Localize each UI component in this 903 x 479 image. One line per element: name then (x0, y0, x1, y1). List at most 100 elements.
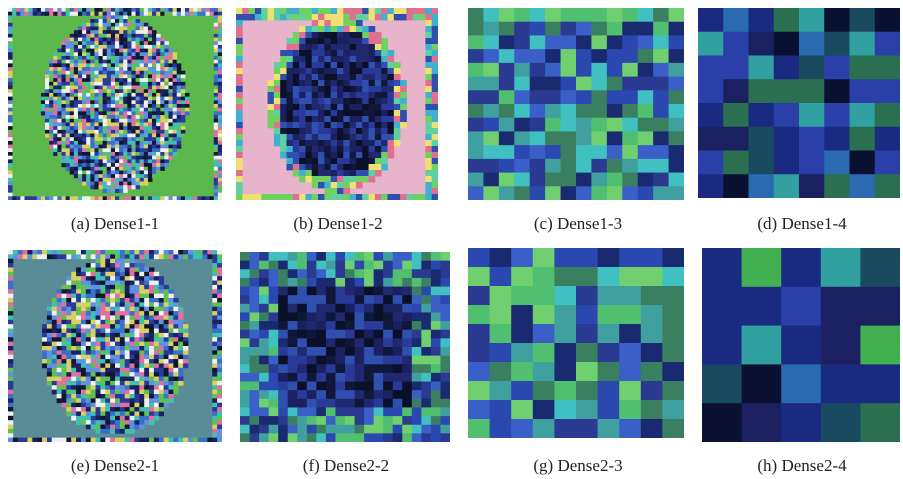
cell (217, 315, 222, 320)
cell (8, 152, 13, 156)
cell (159, 307, 164, 312)
cell (160, 67, 165, 71)
cell (111, 167, 116, 171)
cell (159, 342, 164, 347)
cell (71, 390, 76, 395)
cell (74, 74, 79, 78)
cell (164, 381, 169, 386)
cell (698, 103, 724, 127)
cell (217, 411, 222, 416)
cell (394, 92, 401, 98)
cell (134, 342, 139, 347)
cell (159, 294, 164, 299)
cell (74, 122, 79, 126)
cell (425, 116, 432, 122)
cell (62, 134, 67, 138)
cell (66, 152, 71, 156)
cell (160, 93, 165, 97)
cell (824, 151, 850, 175)
cell (440, 252, 450, 261)
cell (431, 321, 441, 330)
cell (81, 272, 86, 277)
cell (178, 381, 183, 386)
cell (394, 86, 401, 92)
cell (331, 26, 338, 32)
cell (169, 390, 174, 395)
cell (236, 158, 243, 164)
cell (218, 119, 222, 123)
cell (364, 295, 374, 304)
cell (278, 373, 288, 382)
cell (350, 98, 357, 104)
cell (136, 108, 141, 112)
cell (41, 196, 46, 200)
cell (78, 63, 83, 67)
cell (8, 420, 13, 425)
cell (136, 145, 141, 149)
cell (33, 196, 38, 200)
cell (131, 182, 136, 186)
cell (103, 178, 108, 182)
cell (440, 390, 450, 399)
cell (177, 108, 182, 112)
cell (183, 363, 188, 368)
cell (698, 174, 724, 198)
cell (154, 363, 159, 368)
cell (350, 20, 357, 26)
cell (45, 12, 50, 16)
cell (312, 80, 319, 86)
cell (78, 122, 83, 126)
cell (364, 407, 374, 416)
cell (136, 130, 141, 134)
cell (78, 167, 83, 171)
cell (62, 89, 67, 93)
cell (81, 333, 86, 338)
cell (57, 324, 62, 329)
cell (193, 12, 198, 16)
cell (123, 60, 128, 64)
cell (148, 156, 153, 160)
cell (212, 429, 217, 434)
cell (669, 131, 684, 145)
cell (81, 381, 86, 386)
cell (393, 269, 403, 278)
cell (90, 122, 95, 126)
cell (130, 263, 135, 268)
cell (8, 329, 13, 334)
cell (110, 381, 115, 386)
cell (164, 342, 169, 347)
cell (293, 140, 300, 146)
cell (130, 350, 135, 355)
cell (111, 108, 116, 112)
cell (218, 34, 222, 38)
cell (412, 287, 422, 296)
cell (364, 416, 374, 425)
cell (236, 188, 243, 194)
cell (499, 8, 515, 22)
cell (130, 394, 135, 399)
cell (78, 145, 83, 149)
cell (45, 8, 50, 12)
cell (140, 12, 145, 16)
cell (139, 346, 144, 351)
cell (105, 267, 110, 272)
cell (107, 152, 112, 156)
cell (94, 134, 99, 138)
cell (100, 259, 105, 264)
cell (236, 56, 243, 62)
cell (45, 111, 50, 115)
cell (431, 338, 441, 347)
cell (130, 329, 135, 334)
cell (324, 56, 331, 62)
cell (123, 67, 128, 71)
cell (299, 146, 306, 152)
cell (619, 419, 641, 438)
cell (62, 163, 67, 167)
cell (350, 182, 357, 188)
cell (152, 30, 157, 34)
cell (432, 170, 438, 176)
cell (148, 30, 153, 34)
cell (312, 86, 319, 92)
cell (111, 60, 116, 64)
cell (154, 337, 159, 342)
